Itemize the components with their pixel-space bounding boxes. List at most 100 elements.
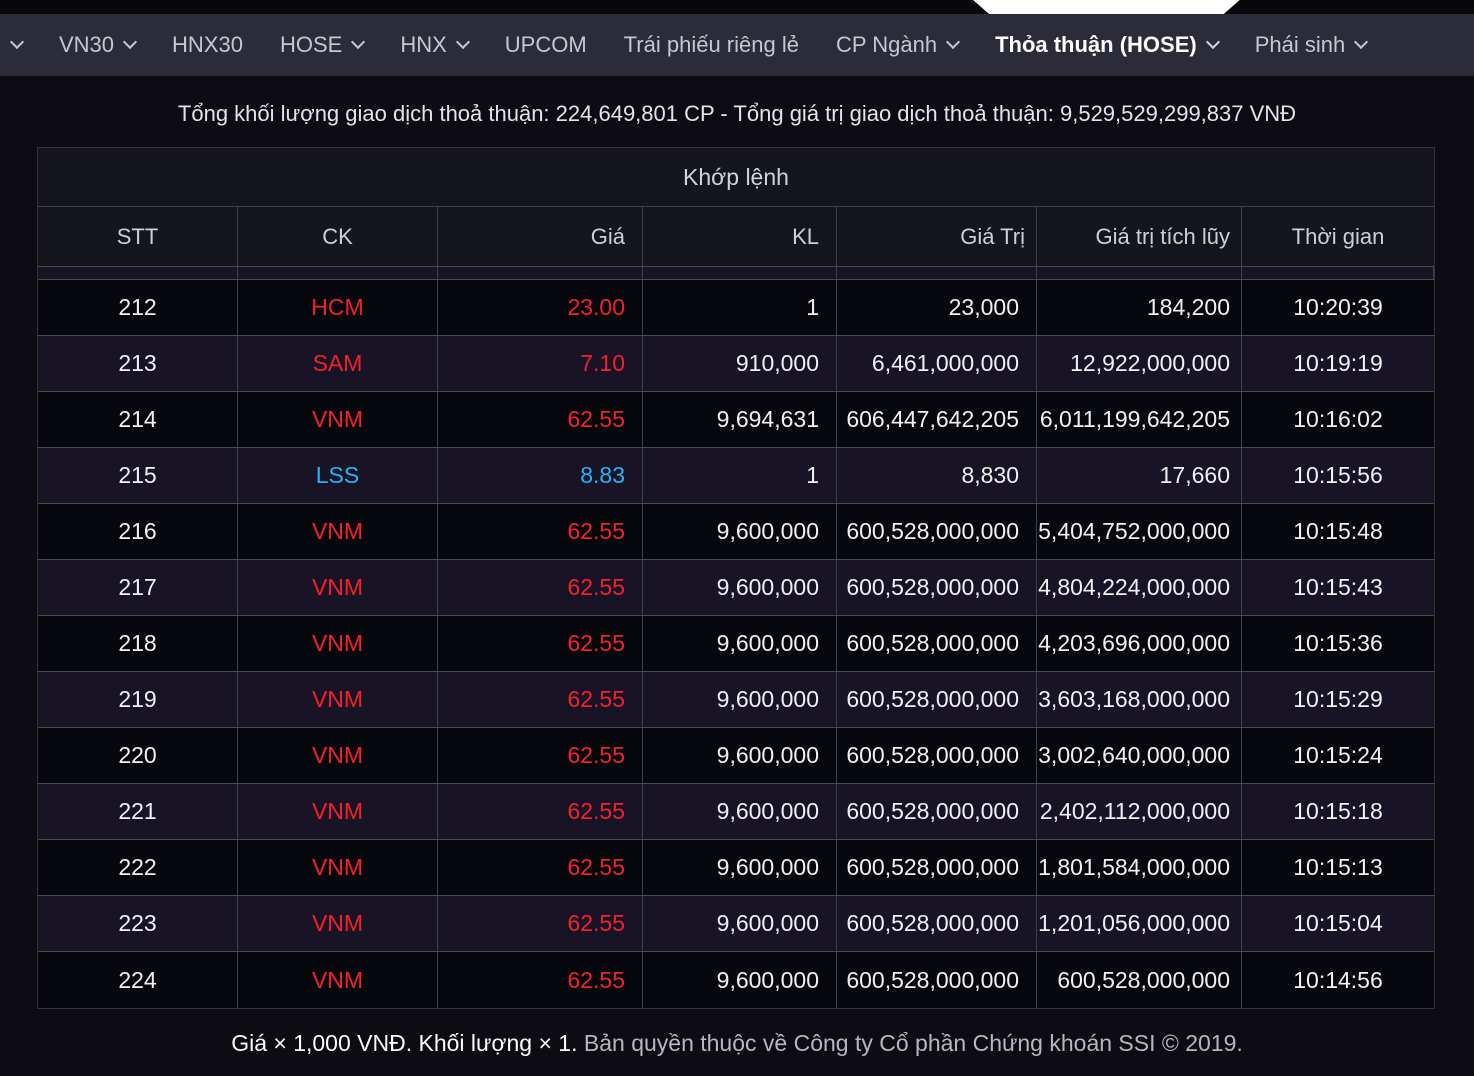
cell-ticker[interactable]: VNM [238,840,438,895]
cell-time: 10:19:19 [1293,350,1383,376]
table-body: 212 HCM 23.00 1 23,000 184,200 10:20:39 … [38,280,1434,1008]
table-row[interactable]: 224 VNM 62.55 9,600,000 600,528,000,000 … [38,952,1434,1008]
cell-value: 606,447,642,205 [837,392,1037,447]
cell-time: 10:15:29 [1293,686,1383,712]
cell-volume: 9,600,000 [643,672,837,727]
nav-tab-th-a-thu-n-hose[interactable]: Thỏa thuận (HOSE) [995,32,1218,58]
table-group-header: Khớp lệnh [38,148,1434,207]
cell-ticker[interactable]: HCM [238,280,438,335]
cell-price: 62.55 [438,952,643,1008]
table-row[interactable]: 222 VNM 62.55 9,600,000 600,528,000,000 … [38,840,1434,896]
cell-volume: 9,600,000 [643,840,837,895]
cell-stt: 215 [38,448,238,503]
nav-tab-hnx30[interactable]: HNX30 [172,32,243,58]
footer-note: Giá × 1,000 VNĐ. Khối lượng × 1. [231,1030,578,1056]
cell-ticker[interactable]: LSS [238,448,438,503]
cell-value: 6,461,000,000 [837,336,1037,391]
cell-price: 62.55 [438,784,643,839]
cell-cumulative-value: 17,660 [1037,448,1242,503]
cell-cumulative-value: 5,404,752,000,000 [1037,504,1242,559]
cell-stt: 212 [38,280,238,335]
cell-ticker[interactable]: VNM [238,728,438,783]
nav-tab-cp-ng-nh[interactable]: CP Ngành [835,32,961,58]
cell-time: 10:15:48 [1293,518,1383,544]
table-row[interactable]: 217 VNM 62.55 9,600,000 600,528,000,000 … [38,560,1434,616]
table-row[interactable]: 221 VNM 62.55 9,600,000 600,528,000,000 … [38,784,1434,840]
column-header-tich-luy: Giá trị tích lũy [1037,207,1242,266]
cell-stt: 220 [38,728,238,783]
nav-tab-ph-i-sinh[interactable]: Phái sinh [1255,32,1369,58]
cell-cumulative-value: 600,528,000,000 [1037,952,1242,1008]
cell-stt: 223 [38,896,238,951]
cell-stt: 216 [38,504,238,559]
cell-volume: 910,000 [643,336,837,391]
cell-volume: 9,600,000 [643,952,837,1008]
footer: Giá × 1,000 VNĐ. Khối lượng × 1. Bản quy… [0,1030,1474,1057]
cell-stt: 218 [38,616,238,671]
cell-price: 23.00 [438,280,643,335]
cell-volume: 9,600,000 [643,504,837,559]
cell-volume: 1 [643,448,837,503]
table-row[interactable]: 220 VNM 62.55 9,600,000 600,528,000,000 … [38,728,1434,784]
table-row[interactable]: 219 VNM 62.55 9,600,000 600,528,000,000 … [38,672,1434,728]
cell-ticker[interactable]: VNM [238,784,438,839]
nav-tab-label: HOSE [279,32,343,57]
cell-volume: 1 [643,280,837,335]
deals-table: Khớp lệnh STT CK Giá KL Giá Trị Giá trị … [37,147,1435,1009]
cell-cumulative-value: 1,201,056,000,000 [1037,896,1242,951]
cell-ticker[interactable]: VNM [238,392,438,447]
column-header-stt: STT [38,207,238,266]
table-row[interactable]: 218 VNM 62.55 9,600,000 600,528,000,000 … [38,616,1434,672]
cell-ticker[interactable]: VNM [238,672,438,727]
cell-price: 62.55 [438,560,643,615]
nav-tab-tr-i-phi-u-ri-ng-l[interactable]: Trái phiếu riêng lẻ [624,32,799,58]
nav-tab-label: Trái phiếu riêng lẻ [623,32,799,57]
cell-ticker[interactable]: VNM [238,616,438,671]
cell-time: 10:15:24 [1293,742,1383,768]
cell-ticker[interactable]: SAM [238,336,438,391]
table-row[interactable]: 214 VNM 62.55 9,694,631 606,447,642,205 … [38,392,1434,448]
table-row[interactable]: 213 SAM 7.10 910,000 6,461,000,000 12,92… [38,336,1434,392]
cell-ticker[interactable]: VNM [238,896,438,951]
cell-value: 600,528,000,000 [837,784,1037,839]
nav-tab-hnx[interactable]: HNX [400,32,470,58]
cell-cumulative-value: 12,922,000,000 [1037,336,1242,391]
top-strip [0,0,1474,14]
cell-ticker[interactable]: VNM [238,560,438,615]
cell-price: 8.83 [438,448,643,503]
table-row[interactable]: 215 LSS 8.83 1 8,830 17,660 10:15:56 [38,448,1434,504]
nav-tab-vn30[interactable]: VN30 [59,32,138,58]
nav-tab-label: HNX [400,32,447,57]
cell-price: 62.55 [438,672,643,727]
nav-tab-label: HNX30 [172,32,243,57]
cell-ticker[interactable]: VNM [238,952,438,1008]
table-row[interactable]: 212 HCM 23.00 1 23,000 184,200 10:20:39 [38,280,1434,336]
cell-price: 62.55 [438,840,643,895]
nav-tab-label: UPCOM [504,32,587,57]
cell-time: 10:15:04 [1293,910,1383,936]
cell-volume: 9,600,000 [643,896,837,951]
cell-time: 10:14:56 [1293,966,1383,993]
nav-tab-label: VN30 [59,32,115,57]
table-row[interactable]: 216 VNM 62.55 9,600,000 600,528,000,000 … [38,504,1434,560]
top-nav: VN30 HNX30 HOSE HNX UPCOM Trái phiếu riê… [0,14,1474,76]
nav-tab-upcom[interactable]: UPCOM [505,32,587,58]
column-header-gia: Giá [438,207,643,266]
column-header-ck: CK [238,207,438,266]
cell-ticker[interactable]: VNM [238,504,438,559]
chevron-down-icon [1205,34,1220,50]
cell-time: 10:15:13 [1293,854,1383,880]
cell-stt: 213 [38,336,238,391]
chevron-down-icon[interactable] [9,34,25,50]
cell-cumulative-value: 4,203,696,000,000 [1037,616,1242,671]
cell-cumulative-value: 1,801,584,000,000 [1037,840,1242,895]
table-row[interactable]: 223 VNM 62.55 9,600,000 600,528,000,000 … [38,896,1434,952]
cell-price: 7.10 [438,336,643,391]
partial-scrolled-row [38,267,1434,280]
cell-volume: 9,600,000 [643,560,837,615]
cell-volume: 9,600,000 [643,728,837,783]
cell-price: 62.55 [438,392,643,447]
nav-tab-label: CP Ngành [835,32,938,57]
nav-tab-hose[interactable]: HOSE [279,32,366,58]
cell-time: 10:20:39 [1293,294,1383,320]
